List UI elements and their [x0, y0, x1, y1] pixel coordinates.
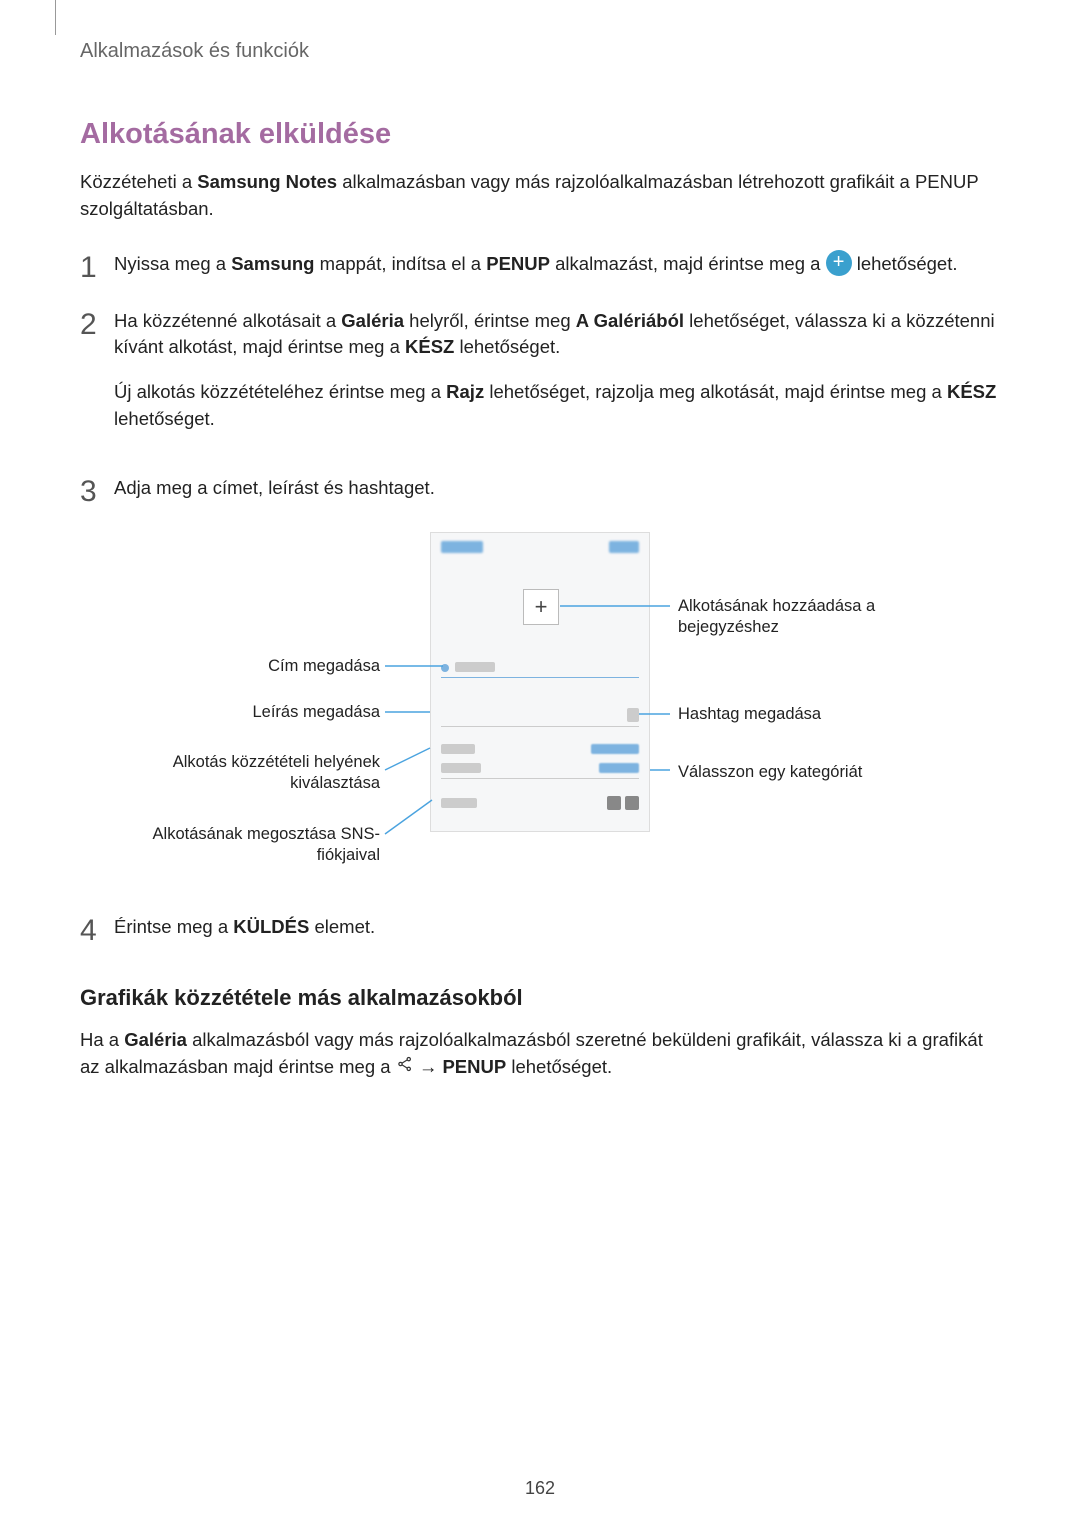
- callout-sns: Alkotásának megosztása SNS-fiókjaival: [130, 824, 380, 867]
- blurred-label: [609, 541, 639, 553]
- text: Ha közzétenné alkotásait a: [114, 310, 341, 331]
- bold-text: A Galériából: [576, 310, 684, 331]
- phone-mock: +: [430, 532, 650, 832]
- step-body: Érintse meg a KÜLDÉS elemet.: [114, 914, 1000, 941]
- text: lehetőséget.: [454, 336, 560, 357]
- step-number: 4: [80, 914, 114, 947]
- sub-heading: Grafikák közzététele más alkalmazásokból: [80, 985, 1000, 1011]
- page-margin-rule: [55, 0, 56, 35]
- hashtag-icon: [627, 708, 639, 722]
- callout-category: Válasszon egy kategóriát: [678, 762, 862, 783]
- step-number: 1: [80, 251, 114, 284]
- hashtag-row: [441, 705, 639, 727]
- bold-text: PENUP: [442, 1056, 506, 1077]
- text: mappát, indítsa el a: [315, 253, 487, 274]
- callout-title-input: Cím megadása: [160, 656, 380, 677]
- text: lehetőséget.: [114, 408, 215, 429]
- text: Új alkotás közzétételéhez érintse meg a: [114, 381, 446, 402]
- blurred-label: [441, 744, 475, 754]
- share-icon: [396, 1054, 414, 1081]
- category-rows: [441, 739, 639, 779]
- callout-add-artwork: Alkotásának hozzáadása a bejegyzéshez: [678, 596, 908, 639]
- step-body: Adja meg a címet, leírást és hashtaget.: [114, 475, 1000, 502]
- text: alkalmazást, majd érintse meg a: [550, 253, 826, 274]
- callout-desc-input: Leírás megadása: [160, 702, 380, 723]
- text: Adja meg a címet, leírást és hashtaget.: [114, 477, 435, 498]
- title-underline: [441, 677, 639, 678]
- blurred-label: [441, 541, 483, 553]
- callout-location: Alkotás közzétételi helyének kiválasztás…: [130, 752, 380, 795]
- text: lehetőséget.: [506, 1056, 612, 1077]
- para-other-apps: Ha a Galéria alkalmazásból vagy más rajz…: [80, 1027, 1000, 1081]
- text: lehetőséget, rajzolja meg alkotását, maj…: [484, 381, 947, 402]
- breadcrumb: Alkalmazások és funkciók: [80, 40, 1000, 63]
- step-number: 3: [80, 475, 114, 508]
- bold-text: KÉSZ: [405, 336, 454, 357]
- bold-text: Samsung Notes: [197, 171, 337, 192]
- title-input-row: [441, 659, 639, 679]
- bold-text: Galéria: [124, 1029, 187, 1050]
- cursor-dot: [441, 664, 449, 672]
- twitter-icon: [625, 796, 639, 810]
- blurred-label: [599, 763, 639, 773]
- bold-text: Samsung: [231, 253, 314, 274]
- step-2: 2 Ha közzétenné alkotásait a Galéria hel…: [80, 308, 1000, 451]
- step-4: 4 Érintse meg a KÜLDÉS elemet.: [80, 914, 1000, 947]
- callout-hashtag: Hashtag megadása: [678, 704, 821, 725]
- text: helyről, érintse meg: [404, 310, 576, 331]
- step-1: 1 Nyissa meg a Samsung mappát, indítsa e…: [80, 251, 1000, 284]
- text: elemet.: [309, 916, 375, 937]
- step-list: 1 Nyissa meg a Samsung mappát, indítsa e…: [80, 251, 1000, 508]
- page-number: 162: [0, 1478, 1080, 1499]
- step-2-para-1: Ha közzétenné alkotásait a Galéria helyr…: [114, 308, 1000, 362]
- plus-icon: +: [826, 250, 852, 276]
- blurred-label: [441, 798, 477, 808]
- sns-row: [441, 791, 639, 815]
- arrow: →: [419, 1056, 438, 1077]
- intro-paragraph: Közzéteheti a Samsung Notes alkalmazásba…: [80, 169, 1000, 223]
- bold-text: Rajz: [446, 381, 484, 402]
- text: lehetőséget.: [857, 253, 958, 274]
- sns-icons: [607, 796, 639, 810]
- page: Alkalmazások és funkciók Alkotásának elk…: [0, 0, 1080, 1527]
- step-body: Nyissa meg a Samsung mappát, indítsa el …: [114, 251, 1000, 278]
- step-number: 2: [80, 308, 114, 341]
- text: Közzéteheti a: [80, 171, 197, 192]
- step-3: 3 Adja meg a címet, leírást és hashtaget…: [80, 475, 1000, 508]
- bold-text: PENUP: [486, 253, 550, 274]
- bold-text: KÉSZ: [947, 381, 996, 402]
- blurred-label: [455, 662, 495, 672]
- section-heading: Alkotásának elküldése: [80, 118, 1000, 151]
- phone-header: [431, 533, 649, 561]
- blurred-label: [441, 763, 481, 773]
- bold-text: KÜLDÉS: [233, 916, 309, 937]
- step-list-cont: 4 Érintse meg a KÜLDÉS elemet.: [80, 914, 1000, 947]
- step-2-para-2: Új alkotás közzétételéhez érintse meg a …: [114, 379, 1000, 433]
- text: Nyissa meg a: [114, 253, 231, 274]
- text: Ha a: [80, 1029, 124, 1050]
- text: Érintse meg a: [114, 916, 233, 937]
- facebook-icon: [607, 796, 621, 810]
- bold-text: Galéria: [341, 310, 404, 331]
- blurred-label: [591, 744, 639, 754]
- penup-post-diagram: +: [130, 532, 950, 892]
- add-artwork-button: +: [523, 589, 559, 625]
- step-body: Ha közzétenné alkotásait a Galéria helyr…: [114, 308, 1000, 451]
